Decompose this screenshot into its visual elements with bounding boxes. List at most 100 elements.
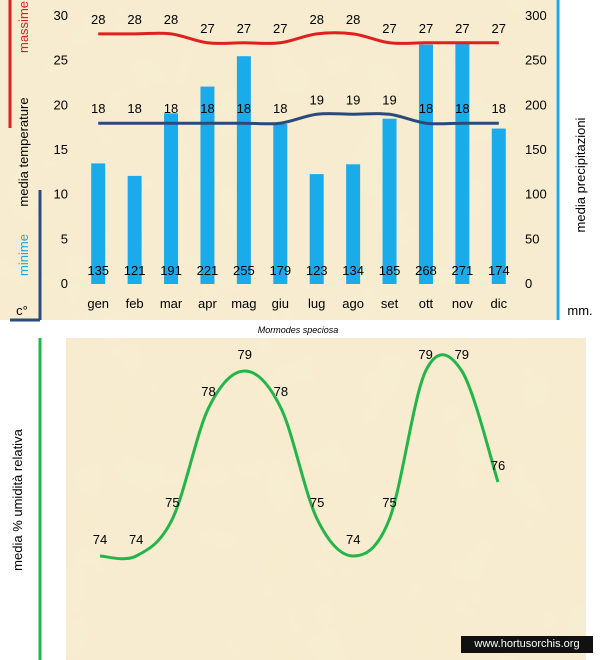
max-temp-label: 28: [91, 12, 105, 27]
right-tick-label: 300: [525, 8, 547, 23]
month-label: ago: [342, 296, 364, 311]
right-tick-label: 150: [525, 142, 547, 157]
precip-bar: [127, 175, 142, 284]
left-tick-label: 5: [61, 231, 68, 246]
month-label: lug: [308, 296, 325, 311]
month-label: mag: [231, 296, 256, 311]
precip-bar: [236, 56, 251, 285]
left-tick-label: 0: [61, 276, 68, 291]
temperature-lines: [98, 31, 499, 126]
month-label: mar: [160, 296, 183, 311]
max-temp-label: 27: [237, 21, 251, 36]
precip-value-label: 185: [379, 263, 401, 278]
max-temp-label: 27: [382, 21, 396, 36]
right-axis-label: media precipitazioni: [573, 117, 588, 232]
precip-value-label: 179: [269, 263, 291, 278]
month-label: feb: [126, 296, 144, 311]
credit-badge: www.hortusorchis.org: [461, 636, 593, 653]
max-temp-label: 27: [273, 21, 287, 36]
humidity-value-label: 75: [310, 495, 324, 510]
precip-value-label: 135: [87, 263, 109, 278]
min-temp-label: 19: [309, 92, 323, 107]
month-label: nov: [452, 296, 473, 311]
right-tick-label: 200: [525, 97, 547, 112]
humidity-value-label: 78: [201, 384, 215, 399]
precip-value-label: 191: [160, 263, 182, 278]
humidity-value-label: 79: [237, 347, 251, 362]
left-axis-label-temperature: media temperature: [16, 97, 31, 206]
humidity-value-label: 74: [129, 532, 143, 547]
max-temp-label: 28: [309, 12, 323, 27]
min-temp-label: 18: [273, 101, 287, 116]
month-label: dic: [490, 296, 507, 311]
left-tick-label: 20: [54, 97, 68, 112]
precip-value-label: 271: [452, 263, 474, 278]
humidity-line: [99, 353, 500, 561]
precip-bar: [164, 113, 179, 284]
right-axis-unit: mm.: [567, 303, 592, 318]
precip-bar: [346, 164, 361, 284]
precip-bar: [418, 44, 433, 284]
right-axis-ticks: 0 50 100 150 200 250 300: [525, 8, 547, 291]
min-temp-label: 18: [237, 101, 251, 116]
min-temp-line: [98, 112, 499, 126]
right-tick-label: 100: [525, 187, 547, 202]
precip-value-label: 134: [342, 263, 364, 278]
max-temp-line: [98, 31, 499, 45]
precipitation-labels: 135 121 191 221 255 179 123 134 185 268 271 174: [87, 263, 509, 278]
precip-bar: [91, 163, 106, 284]
precip-value-label: 123: [306, 263, 328, 278]
max-temp-label: 28: [346, 12, 360, 27]
humidity-value-label: 79: [418, 347, 432, 362]
humidity-plot: 74 74 75 78 79 78 75 74 75 79 79 76: [93, 347, 505, 561]
precip-value-label: 221: [197, 263, 219, 278]
max-temp-label: 27: [455, 21, 469, 36]
month-label: giu: [272, 296, 289, 311]
humidity-value-label: 74: [93, 532, 107, 547]
max-temp-label: 28: [127, 12, 141, 27]
max-temp-label: 28: [164, 12, 178, 27]
min-temp-label: 18: [91, 101, 105, 116]
min-temp-label: 18: [455, 101, 469, 116]
precip-value-label: 121: [124, 263, 146, 278]
humidity-value-label: 75: [382, 495, 396, 510]
month-label: gen: [87, 296, 109, 311]
month-label: set: [381, 296, 399, 311]
max-temp-label: 27: [419, 21, 433, 36]
humidity-value-label: 76: [491, 458, 505, 473]
left-axis-ticks: 0 5 10 15 20 25 30: [54, 8, 68, 291]
precip-value-label: 174: [488, 263, 510, 278]
left-tick-label: 15: [54, 142, 68, 157]
min-temp-label: 18: [492, 101, 506, 116]
precip-bar: [273, 124, 288, 285]
left-tick-label: 25: [54, 53, 68, 68]
right-tick-label: 0: [525, 276, 532, 291]
precipitation-bars: [91, 41, 506, 285]
humidity-axis-label: media % umidità relativa: [10, 428, 25, 570]
right-tick-label: 50: [525, 231, 539, 246]
month-label: apr: [198, 296, 217, 311]
min-temp-label: 18: [200, 101, 214, 116]
min-temp-label: 18: [127, 101, 141, 116]
min-temp-label: 18: [164, 101, 178, 116]
max-temp-label: 27: [492, 21, 506, 36]
precip-bar: [382, 118, 397, 284]
humidity-value-label: 78: [274, 384, 288, 399]
humidity-value-label: 75: [165, 495, 179, 510]
precip-bar: [309, 174, 324, 284]
left-axis-label-massime: massime: [16, 1, 31, 53]
humidity-value-label: 74: [346, 532, 360, 547]
bottom-panel-background: [66, 338, 586, 660]
left-axis-unit: c°: [16, 303, 28, 318]
right-tick-label: 250: [525, 53, 547, 68]
left-tick-label: 30: [54, 8, 68, 23]
max-temp-label: 27: [200, 21, 214, 36]
month-label: ott: [419, 296, 434, 311]
left-axis-label-minime: minime: [16, 234, 31, 276]
precip-value-label: 268: [415, 263, 437, 278]
chart-caption: Mormodes speciosa: [258, 325, 339, 335]
month-labels: gen feb mar apr mag giu lug ago set ott nov dic: [87, 296, 507, 311]
precip-value-label: 255: [233, 263, 255, 278]
min-temp-label: 19: [382, 92, 396, 107]
